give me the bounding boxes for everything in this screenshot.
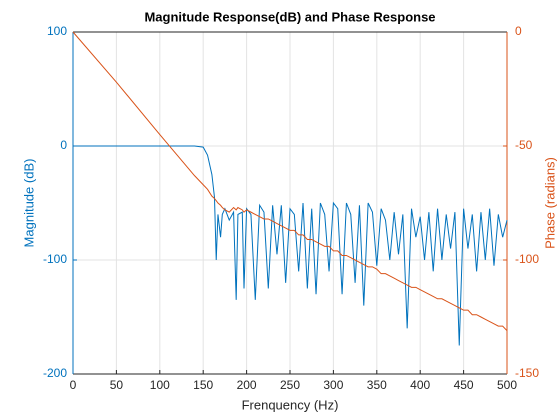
y-tick-label: 0	[60, 138, 67, 152]
x-tick-label: 400	[410, 378, 430, 392]
x-tick-label: 350	[367, 378, 387, 392]
chart-title: Magnitude Response(dB) and Phase Respons…	[144, 9, 435, 24]
x-tick-label: 450	[454, 378, 474, 392]
x-tick-label: 100	[150, 378, 170, 392]
y-tick-label: -200	[43, 366, 67, 380]
y-tick-label: -100	[43, 252, 67, 266]
y-tick-label: 100	[47, 24, 67, 38]
x-tick-label: 300	[323, 378, 343, 392]
x-tick-label: 150	[193, 378, 213, 392]
x-tick-label: 200	[237, 378, 257, 392]
x-axis-label: Frenquency (Hz)	[242, 397, 339, 412]
y2-tick-label: 0	[515, 24, 522, 38]
y2-tick-label: -150	[515, 366, 539, 380]
x-tick-label: 500	[497, 378, 517, 392]
x-tick-label: 250	[280, 378, 300, 392]
x-tick-label: 50	[110, 378, 124, 392]
y-axis-label: Magnitude (dB)	[21, 159, 36, 248]
y2-tick-label: -100	[515, 252, 539, 266]
x-tick-label: 0	[70, 378, 77, 392]
y2-axis-label: Phase (radians)	[542, 157, 557, 249]
series-line	[72, 31, 508, 332]
y2-tick-label: -50	[515, 138, 533, 152]
series-line	[73, 145, 508, 346]
